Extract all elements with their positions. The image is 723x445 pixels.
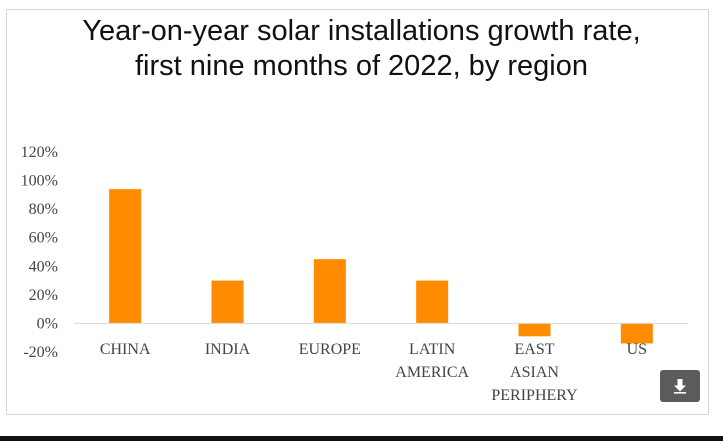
y-tick-label: 20% bbox=[29, 287, 58, 304]
y-axis: -20% 0% 20% 40% 60% 80% 100% 120% bbox=[21, 144, 58, 361]
bar-europe bbox=[313, 259, 346, 324]
y-tick-label: 80% bbox=[29, 201, 58, 218]
bar-india bbox=[211, 280, 244, 324]
download-icon bbox=[674, 379, 686, 394]
bar-east-asian-periphery bbox=[518, 323, 551, 337]
category-label: EAST ASIAN PERIPHERY bbox=[491, 341, 578, 404]
bars bbox=[109, 189, 653, 344]
category-label: CHINA bbox=[100, 341, 151, 358]
category-label: US bbox=[627, 341, 647, 358]
chart-title: Year-on-year solar installations growth … bbox=[82, 15, 641, 82]
y-tick-label: 120% bbox=[21, 144, 58, 161]
bar-us bbox=[620, 323, 653, 344]
category-label: EUROPE bbox=[299, 341, 361, 358]
bottom-rule bbox=[0, 436, 723, 441]
y-tick-label: 0% bbox=[37, 315, 58, 332]
x-axis: CHINA INDIA EUROPE LATIN AMERICA EAST ASIAN PER… bbox=[100, 341, 647, 404]
category-label: INDIA bbox=[205, 341, 251, 358]
y-tick-label: 60% bbox=[29, 230, 58, 247]
download-button[interactable] bbox=[660, 370, 700, 402]
y-tick-label: 100% bbox=[21, 173, 58, 190]
bar-china bbox=[109, 189, 142, 324]
y-tick-label: 40% bbox=[29, 258, 58, 275]
y-tick-label: -20% bbox=[23, 344, 58, 361]
bar-latin-america bbox=[416, 280, 449, 324]
category-label: LATIN AMERICA bbox=[395, 341, 469, 381]
